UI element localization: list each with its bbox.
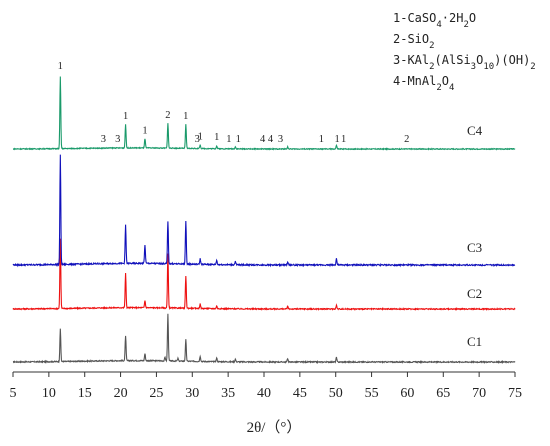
series-label-c3: C3 (467, 240, 482, 255)
peak-label: 4 (268, 134, 274, 145)
x-axis: 5 10 15 20 25 30 35 40 45 50 55 60 65 70 75 (10, 371, 522, 401)
peak-label: 1 (334, 134, 339, 145)
x-tick-label: 60 (400, 386, 414, 401)
series-line-c3 (12, 154, 516, 268)
x-axis-title: 2θ/（°） (247, 419, 302, 436)
series-labels: C1 C2 C3 C4 (467, 123, 483, 349)
legend-entry-2: 2-SiO2 (393, 32, 435, 51)
x-tick-label: 20 (114, 386, 128, 401)
legend-entry-1: 1-CaSO4·2H2O (393, 11, 476, 30)
peak-label: 1 (236, 134, 241, 145)
x-tick-label: 65 (436, 386, 450, 401)
x-tick-label: 55 (365, 386, 379, 401)
peak-label: 1 (183, 111, 188, 122)
series-label-c4: C4 (467, 123, 483, 138)
x-tick-label: 50 (329, 386, 343, 401)
peak-label: 3 (115, 134, 120, 145)
peak-label: 2 (165, 110, 170, 121)
series-label-c2: C2 (467, 286, 482, 301)
peak-label: 1 (226, 134, 231, 145)
peak-label: 3 (101, 134, 106, 145)
x-tick-label: 25 (149, 386, 163, 401)
peak-label: 4 (260, 134, 266, 145)
legend-entry-4: 4-MnAl2O4 (393, 74, 454, 93)
x-tick-label: 35 (221, 386, 235, 401)
peak-label: 2 (404, 134, 409, 145)
legend: 1-CaSO4·2H2O 2-SiO2 3-KAl2(AlSi3O10)(OH)2 4… (393, 11, 536, 93)
x-tick-label: 45 (293, 386, 307, 401)
x-tick-label: 30 (185, 386, 199, 401)
x-tick-label: 10 (42, 386, 56, 401)
peak-label: 1 (214, 132, 219, 143)
series-line-c4 (12, 76, 516, 151)
x-tick-label: 5 (10, 386, 17, 401)
series-layer (12, 76, 516, 365)
peak-label: 1 (142, 126, 147, 137)
x-tick-label: 15 (78, 386, 92, 401)
peak-label: 3 (195, 134, 200, 145)
peak-label: 1 (58, 61, 63, 72)
peak-label: 1 (341, 134, 346, 145)
series-label-c1: C1 (467, 334, 482, 349)
peak-label: 1 (319, 134, 324, 145)
legend-entry-3: 3-KAl2(AlSi3O10)(OH)2 (393, 53, 536, 72)
peak-label: 1 (198, 131, 203, 142)
x-tick-label: 40 (257, 386, 271, 401)
series-line-c2 (12, 238, 516, 311)
series-line-c1 (12, 313, 516, 365)
x-tick-label: 70 (472, 386, 486, 401)
x-tick-label: 75 (508, 386, 522, 401)
peak-label: 3 (278, 134, 283, 145)
peak-label: 1 (123, 111, 128, 122)
